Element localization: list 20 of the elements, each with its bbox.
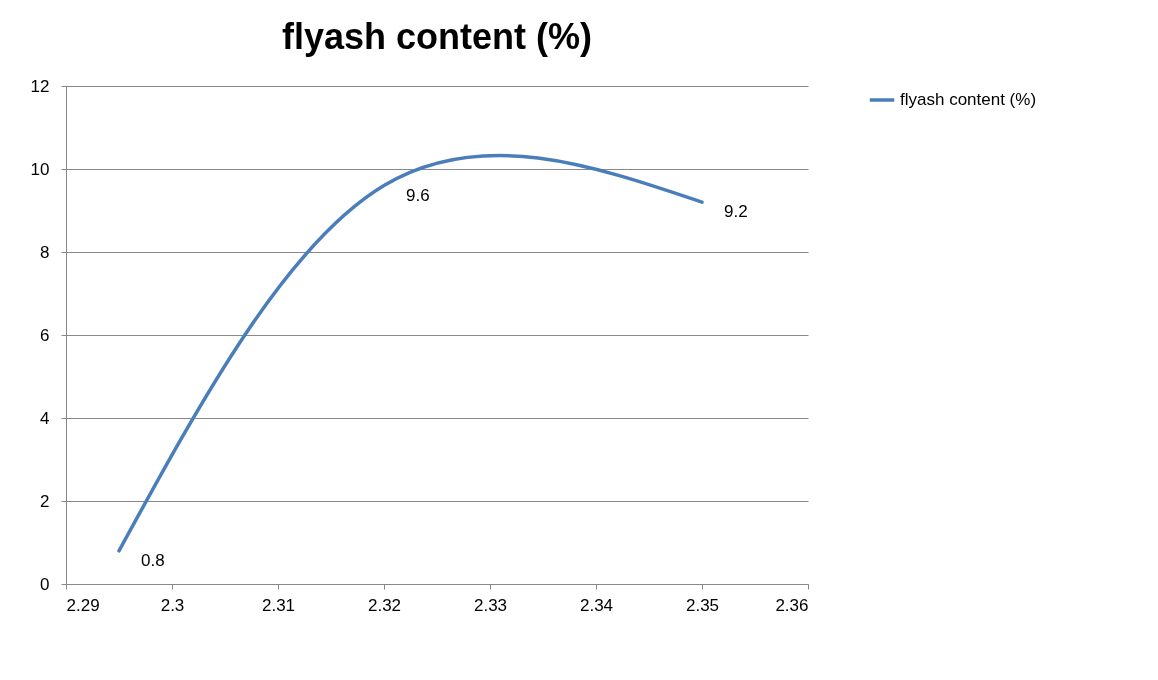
x-tick-label: 2.36 xyxy=(775,595,809,615)
y-tick-label: 0 xyxy=(40,574,50,594)
y-tick-label: 8 xyxy=(40,242,50,262)
x-tick-label: 2.31 xyxy=(261,595,296,615)
y-tick-label: 12 xyxy=(30,76,50,96)
data-label: 9.6 xyxy=(406,185,430,205)
x-tick-label: 2.35 xyxy=(685,595,720,615)
y-tick-label: 4 xyxy=(40,408,50,428)
x-tick-label: 2.3 xyxy=(160,595,185,615)
data-label: 9.2 xyxy=(724,202,748,222)
x-tick-label: 2.33 xyxy=(473,595,508,615)
y-tick-label: 2 xyxy=(40,491,50,511)
x-tick-label: 2.34 xyxy=(579,595,614,615)
data-label: 0.8 xyxy=(141,550,165,570)
x-tick-label: 2.29 xyxy=(66,595,100,615)
chart-title: flyash content (%) xyxy=(281,16,593,57)
legend-label: flyash content (%) xyxy=(900,90,1037,109)
x-tick-label: 2.32 xyxy=(367,595,402,615)
y-tick-label: 6 xyxy=(40,325,50,345)
y-tick-label: 10 xyxy=(30,159,50,179)
